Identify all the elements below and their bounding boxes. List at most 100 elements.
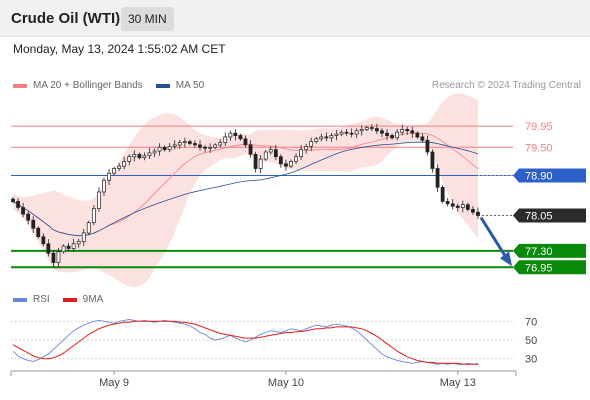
candle-body-59 bbox=[309, 141, 314, 147]
level-label-0: 79.95 bbox=[525, 121, 553, 133]
level-tag-2 bbox=[513, 168, 586, 183]
timeframe-badge[interactable]: 30 MIN bbox=[121, 7, 174, 31]
copyright: Research © 2024 Trading Central bbox=[431, 80, 581, 91]
legend-label-rsi: RSI bbox=[33, 294, 50, 305]
candle-body-67 bbox=[349, 132, 354, 135]
candle-body-76 bbox=[395, 131, 400, 139]
legend-label-9ma: 9MA bbox=[82, 294, 104, 305]
candle-body-68 bbox=[354, 130, 359, 135]
legend-item-ma50: MA 50 bbox=[155, 80, 204, 91]
candle-body-17 bbox=[97, 191, 101, 209]
candle-body-16 bbox=[91, 208, 96, 223]
candle-body-24 bbox=[132, 154, 137, 158]
projection bbox=[479, 216, 512, 267]
level-label-2: 78.90 bbox=[525, 171, 553, 183]
candle-body-66 bbox=[344, 131, 349, 134]
candle-body-30 bbox=[162, 146, 167, 151]
legend-item-9ma: 9MA bbox=[62, 294, 104, 305]
candle-body-32 bbox=[172, 144, 177, 147]
legend-item-rsi: RSI bbox=[13, 294, 50, 305]
candle-body-12 bbox=[71, 243, 76, 249]
candle-body-34 bbox=[182, 141, 187, 143]
x-tick-label-0: May 9 bbox=[99, 377, 129, 389]
candle-body-1 bbox=[16, 201, 20, 208]
candle-body-37 bbox=[198, 144, 202, 148]
level-tag-5 bbox=[513, 260, 586, 275]
candle-body-61 bbox=[319, 136, 324, 140]
candle-body-62 bbox=[324, 136, 329, 139]
candle-body-84 bbox=[435, 168, 440, 188]
candle-body-70 bbox=[364, 127, 369, 130]
legend-swatch-9ma bbox=[62, 297, 77, 302]
candle-body-82 bbox=[425, 139, 430, 153]
legend-swatch-ma50 bbox=[155, 83, 170, 88]
candle-body-19 bbox=[107, 172, 111, 181]
price-levels bbox=[11, 125, 513, 269]
candle-body-90 bbox=[465, 204, 470, 210]
candle-body-79 bbox=[410, 130, 415, 134]
candle-body-28 bbox=[152, 150, 157, 154]
candle-body-69 bbox=[359, 129, 364, 132]
candle-body-77 bbox=[400, 129, 405, 133]
candle-body-87 bbox=[450, 203, 455, 207]
bollinger-bands bbox=[13, 93, 478, 288]
candle-body-49 bbox=[258, 158, 263, 169]
candle-body-27 bbox=[147, 152, 152, 157]
rsi-tick-70: 70 bbox=[525, 316, 537, 328]
chart-header: Crude Oil (WTI) 30 MIN bbox=[0, 0, 590, 37]
candle-body-21 bbox=[117, 165, 122, 169]
candle-body-39 bbox=[208, 146, 213, 149]
level-tag-4 bbox=[513, 243, 586, 258]
projection-arrow-shaft bbox=[479, 216, 508, 259]
candle-body-83 bbox=[430, 151, 435, 169]
candle-body-33 bbox=[177, 142, 182, 146]
candle-body-46 bbox=[243, 138, 248, 146]
candle-body-86 bbox=[445, 201, 450, 205]
candle-body-0 bbox=[11, 198, 15, 202]
candle-body-75 bbox=[390, 135, 394, 139]
rsi-panel: 70 50 30 bbox=[11, 316, 537, 366]
candle-body-89 bbox=[460, 204, 465, 208]
candle-body-6 bbox=[41, 236, 46, 245]
candle-body-51 bbox=[268, 149, 273, 153]
rsi-ma9-line bbox=[12, 320, 478, 365]
candle-body-72 bbox=[374, 128, 379, 132]
candle-body-3 bbox=[26, 213, 31, 221]
level-label-1: 79.50 bbox=[525, 142, 553, 154]
candle-body-7 bbox=[46, 243, 51, 254]
candle-body-47 bbox=[248, 144, 253, 155]
candle-body-55 bbox=[289, 161, 293, 167]
candle-body-71 bbox=[369, 127, 374, 129]
level-tag-3 bbox=[513, 208, 586, 223]
candle-body-57 bbox=[299, 149, 303, 158]
level-label-3: 78.05 bbox=[525, 211, 553, 223]
level-label-5: 76.95 bbox=[525, 262, 553, 274]
projection-arrow-head bbox=[500, 251, 512, 267]
candle-body-65 bbox=[339, 131, 344, 135]
candle-body-2 bbox=[21, 207, 25, 215]
candle-body-36 bbox=[193, 143, 197, 146]
candle-body-43 bbox=[228, 132, 233, 138]
legend-swatch-ma20 bbox=[13, 83, 27, 88]
main-legend: MA 20 + Bollinger Bands MA 50 bbox=[13, 80, 217, 91]
instrument-title: Crude Oil (WTI) bbox=[11, 10, 121, 27]
candle-body-52 bbox=[273, 149, 278, 158]
candle-body-73 bbox=[380, 130, 384, 134]
rsi-tick-50: 50 bbox=[525, 335, 537, 347]
candle-body-54 bbox=[284, 163, 288, 167]
candle-body-64 bbox=[334, 133, 339, 136]
rsi-legend: RSI 9MA bbox=[13, 294, 116, 305]
candle-body-20 bbox=[112, 168, 116, 174]
candle-body-25 bbox=[137, 154, 142, 159]
candle-body-81 bbox=[420, 136, 425, 141]
candle-body-9 bbox=[56, 251, 61, 263]
candle-body-91 bbox=[471, 209, 475, 213]
ma50-line bbox=[12, 141, 479, 237]
legend-swatch-rsi bbox=[13, 297, 27, 302]
candle-body-35 bbox=[187, 141, 192, 144]
level-tags: 79.95 79.50 78.90 78.05 77.30 76.95 bbox=[513, 121, 586, 275]
candle-body-48 bbox=[253, 154, 258, 169]
legend-item-ma20: MA 20 + Bollinger Bands bbox=[13, 80, 143, 91]
candle-body-60 bbox=[314, 138, 319, 142]
